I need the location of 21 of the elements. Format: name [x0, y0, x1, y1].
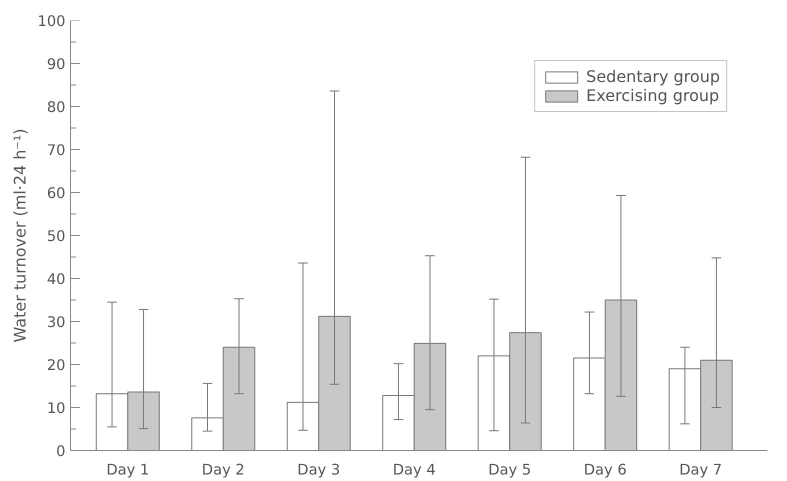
y-tick-label: 80 [46, 99, 66, 116]
x-tick-label: Day 4 [392, 462, 436, 478]
x-tick-label: Day 6 [584, 462, 627, 478]
x-tick-label: Day 1 [106, 462, 150, 478]
y-tick-label: 10 [46, 400, 66, 417]
y-tick-label: 60 [46, 185, 66, 202]
legend-label: Exercising group [586, 86, 720, 105]
y-tick-label: 50 [46, 228, 66, 245]
x-tick-label: Day 5 [488, 462, 532, 478]
y-tick-label: 100 [38, 13, 66, 30]
y-tick-label: 20 [46, 357, 66, 374]
y-tick-label: 30 [46, 314, 66, 331]
x-tick-label: Day 7 [679, 462, 722, 478]
x-tick-label: Day 2 [202, 462, 245, 478]
y-tick-label: 90 [46, 56, 66, 73]
y-axis-title: Water turnover (ml·24 h⁻¹) [10, 128, 30, 343]
y-tick-label: 70 [46, 142, 66, 159]
y-tick-label: 40 [46, 271, 66, 288]
legend-label: Sedentary group [586, 67, 720, 86]
y-tick-label: 0 [56, 443, 66, 460]
x-tick-label: Day 3 [297, 462, 340, 478]
